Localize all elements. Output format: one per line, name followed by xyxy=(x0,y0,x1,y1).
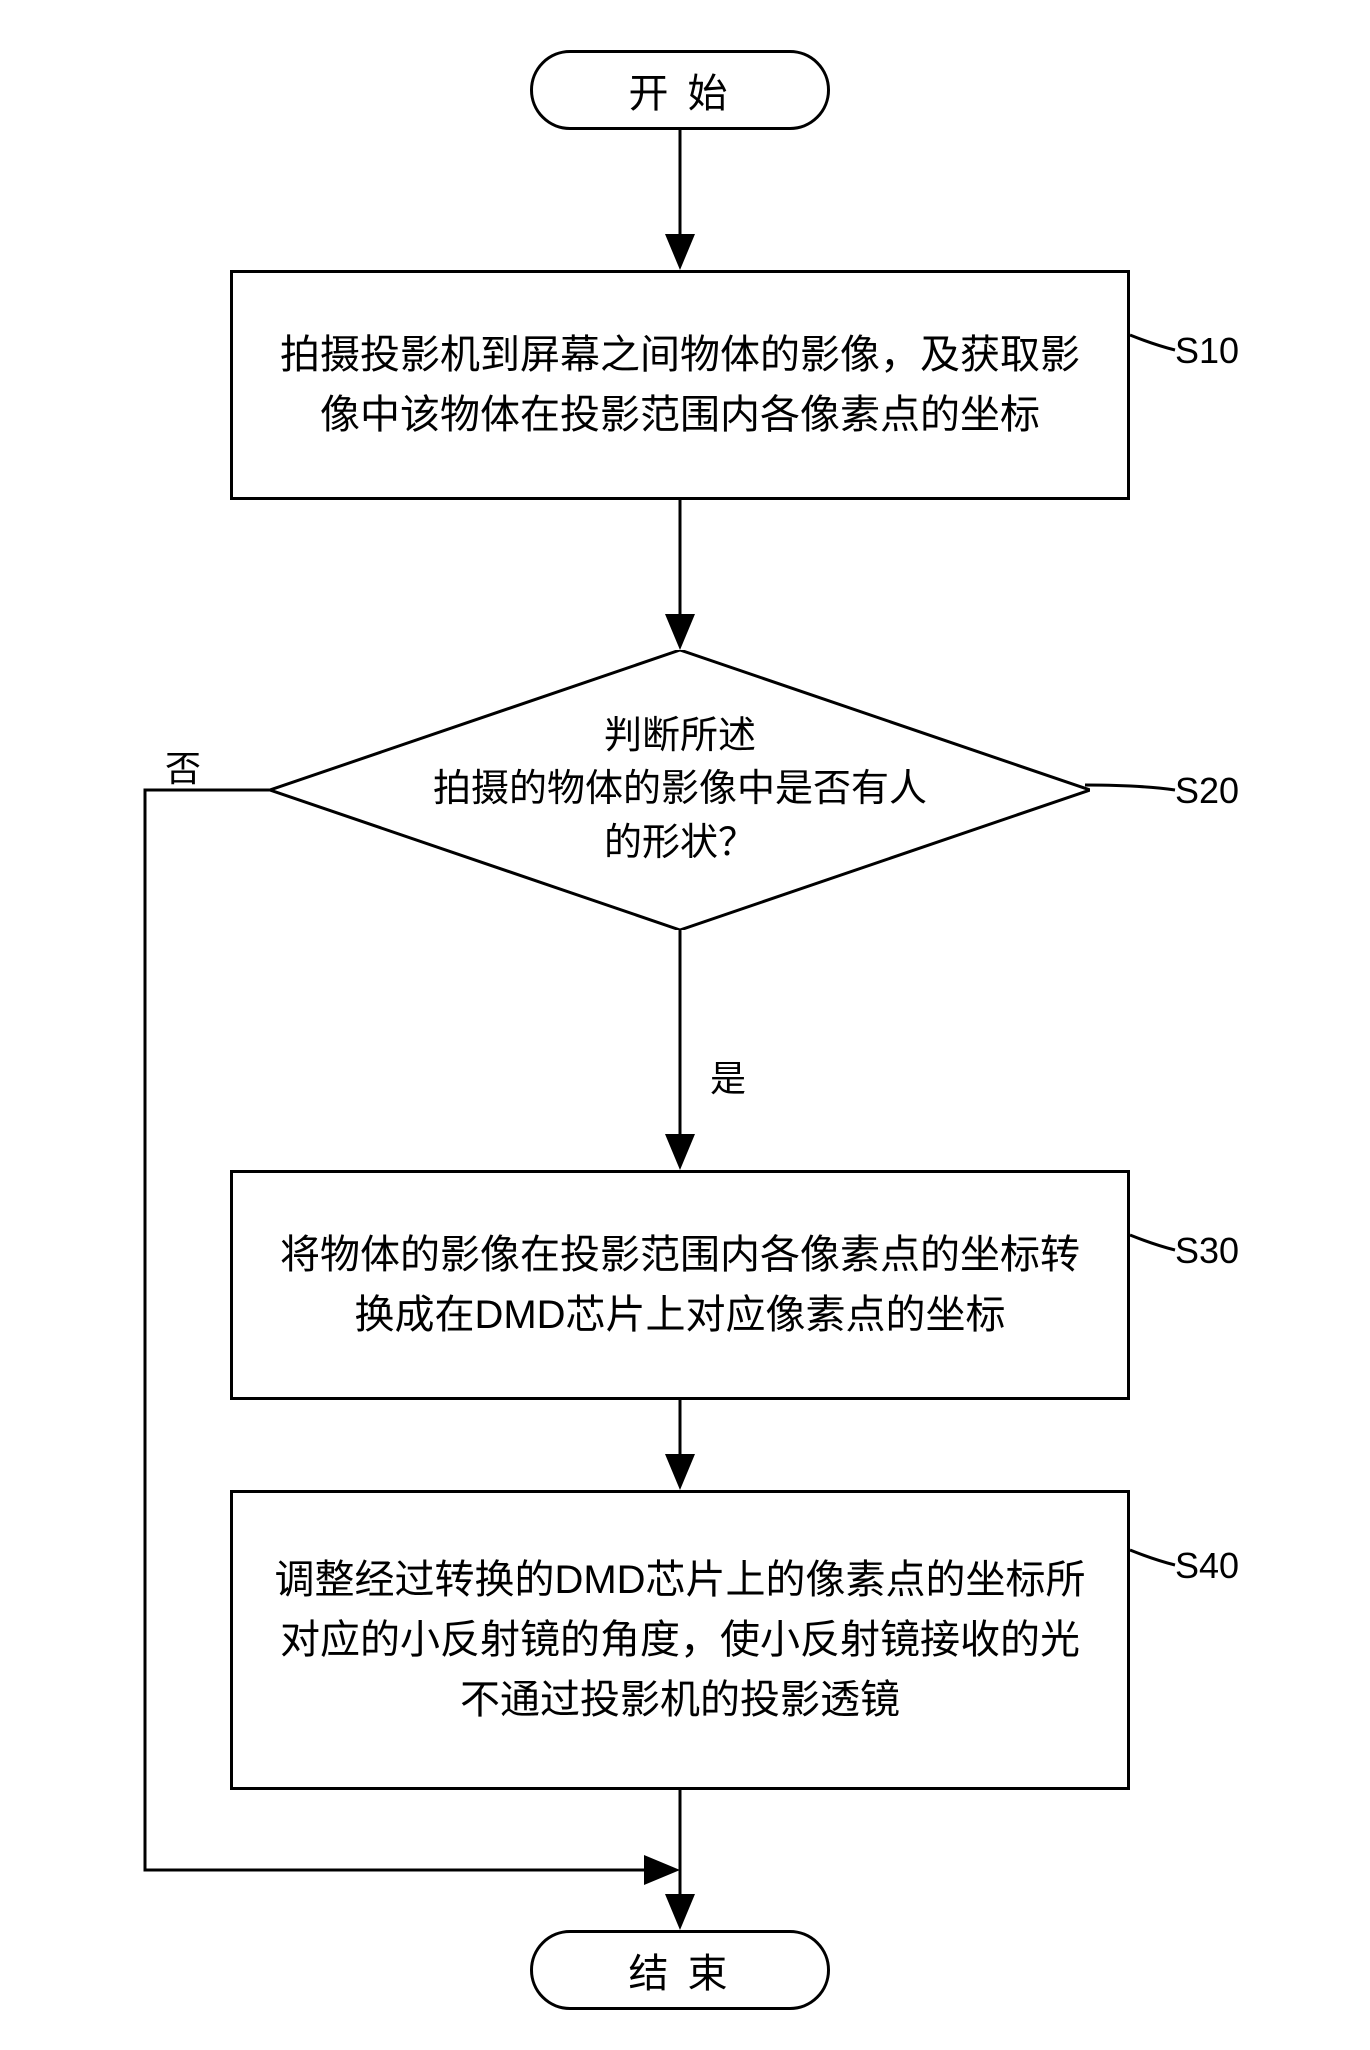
flowchart-container: 开 始 拍摄投影机到屏幕之间物体的影像，及获取影像中该物体在投影范围内各像素点的… xyxy=(0,0,1370,2050)
edge-label-yes: 是 xyxy=(710,1050,746,1102)
node-s40-label: 调整经过转换的DMD芯片上的像素点的坐标所对应的小反射镜的角度，使小反射镜接收的… xyxy=(263,1550,1097,1730)
node-s40: 调整经过转换的DMD芯片上的像素点的坐标所对应的小反射镜的角度，使小反射镜接收的… xyxy=(230,1490,1130,1790)
node-s20 xyxy=(270,650,1090,930)
node-s10: 拍摄投影机到屏幕之间物体的影像，及获取影像中该物体在投影范围内各像素点的坐标 xyxy=(230,270,1130,500)
step-label-s20: S20 xyxy=(1175,770,1239,812)
node-end: 结 束 xyxy=(530,1930,830,2010)
step-label-s10: S10 xyxy=(1175,330,1239,372)
node-s10-label: 拍摄投影机到屏幕之间物体的影像，及获取影像中该物体在投影范围内各像素点的坐标 xyxy=(263,325,1097,445)
node-end-label: 结 束 xyxy=(628,1941,731,1999)
node-start: 开 始 xyxy=(530,50,830,130)
node-start-label: 开 始 xyxy=(628,61,731,119)
step-label-s30: S30 xyxy=(1175,1230,1239,1272)
edge-label-no: 否 xyxy=(165,740,201,792)
node-s30: 将物体的影像在投影范围内各像素点的坐标转换成在DMD芯片上对应像素点的坐标 xyxy=(230,1170,1130,1400)
step-label-s40: S40 xyxy=(1175,1545,1239,1587)
node-s30-label: 将物体的影像在投影范围内各像素点的坐标转换成在DMD芯片上对应像素点的坐标 xyxy=(263,1225,1097,1345)
